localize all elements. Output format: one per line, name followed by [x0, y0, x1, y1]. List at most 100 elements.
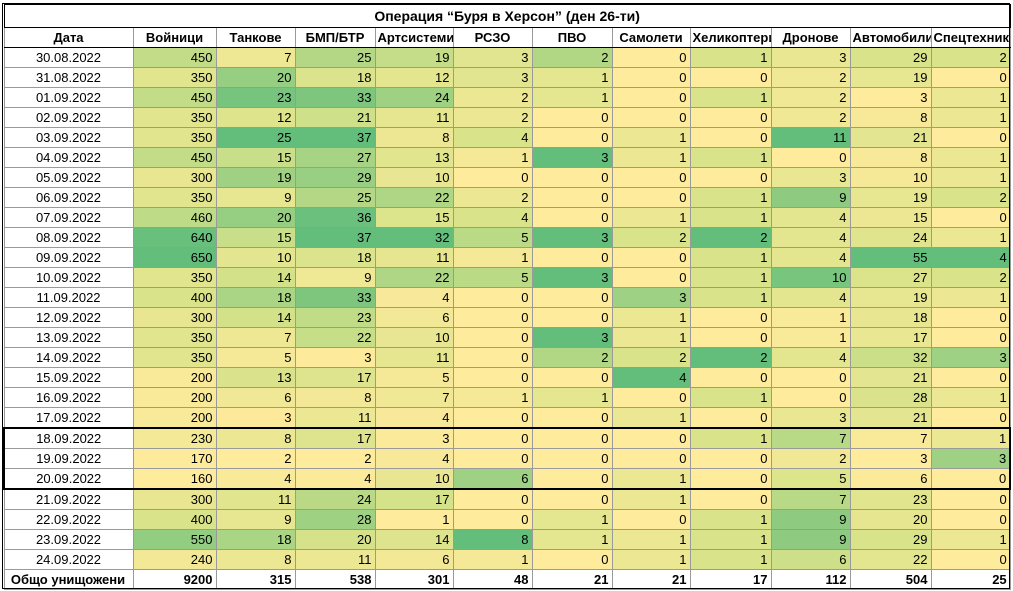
value-cell: 4: [770, 347, 851, 368]
header-row: Дата Войници Танкове БМП/БТР Артсистеми РСЗО П…: [3, 27, 1011, 48]
value-cell: 0: [531, 107, 613, 128]
total-cell: 112: [770, 569, 851, 590]
value-cell: 8: [215, 549, 296, 570]
value-cell: 25: [294, 187, 376, 208]
value-cell: 460: [132, 207, 217, 228]
value-cell: 0: [930, 207, 1011, 228]
value-cell: 6: [770, 549, 851, 570]
value-cell: 6: [215, 387, 296, 408]
value-cell: 2: [452, 187, 533, 208]
value-cell: 5: [452, 267, 533, 288]
value-cell: 350: [132, 327, 217, 348]
value-cell: 300: [132, 167, 217, 188]
value-cell: 0: [452, 509, 533, 530]
value-cell: 19: [215, 167, 296, 188]
date-cell: 20.09.2022: [3, 468, 134, 490]
value-cell: 7: [215, 47, 296, 68]
value-cell: 350: [132, 347, 217, 368]
value-cell: 0: [452, 307, 533, 328]
value-cell: 20: [215, 207, 296, 228]
value-cell: 9: [770, 509, 851, 530]
date-cell: 17.09.2022: [3, 407, 134, 429]
value-cell: 1: [689, 267, 772, 288]
value-cell: 7: [770, 427, 851, 449]
value-cell: 14: [215, 307, 296, 328]
value-cell: 400: [132, 509, 217, 530]
value-cell: 230: [132, 427, 217, 449]
value-cell: 0: [452, 407, 533, 429]
value-cell: 1: [611, 147, 691, 168]
table-row: 31.08.2022 350 20 18 12 3 1 0 0 2 19 0: [3, 67, 1011, 88]
table-row: 12.09.2022 300 14 23 6 0 0 1 0 1 18 0: [3, 307, 1011, 328]
value-cell: 1: [689, 147, 772, 168]
value-cell: 8: [294, 387, 376, 408]
value-cell: 37: [294, 227, 376, 248]
value-cell: 2: [770, 448, 851, 469]
total-cell: 301: [374, 569, 454, 590]
value-cell: 37: [294, 127, 376, 148]
value-cell: 1: [689, 509, 772, 530]
value-cell: 300: [132, 307, 217, 328]
value-cell: 11: [374, 107, 454, 128]
value-cell: 15: [849, 207, 932, 228]
value-cell: 29: [849, 529, 932, 550]
value-cell: 0: [531, 549, 613, 570]
value-cell: 5: [374, 367, 454, 388]
date-cell: 23.09.2022: [3, 529, 134, 550]
value-cell: 240: [132, 549, 217, 570]
value-cell: 0: [531, 468, 613, 490]
value-cell: 3: [849, 87, 932, 108]
value-cell: 7: [849, 427, 932, 449]
date-cell: 06.09.2022: [3, 187, 134, 208]
totals-label: Общо унищожени: [3, 569, 134, 590]
value-cell: 0: [531, 167, 613, 188]
value-cell: 8: [374, 127, 454, 148]
value-cell: 4: [770, 287, 851, 308]
value-cell: 2: [452, 87, 533, 108]
value-cell: 0: [531, 427, 613, 449]
value-cell: 5: [452, 227, 533, 248]
value-cell: 36: [294, 207, 376, 228]
value-cell: 14: [215, 267, 296, 288]
value-cell: 0: [689, 327, 772, 348]
value-cell: 10: [849, 167, 932, 188]
value-cell: 1: [374, 509, 454, 530]
value-cell: 0: [452, 347, 533, 368]
total-cell: 9200: [132, 569, 217, 590]
value-cell: 3: [531, 147, 613, 168]
value-cell: 0: [689, 468, 772, 490]
value-cell: 20: [294, 529, 376, 550]
value-cell: 18: [215, 529, 296, 550]
value-cell: 29: [294, 167, 376, 188]
value-cell: 1: [689, 187, 772, 208]
value-cell: 3: [770, 47, 851, 68]
table-row: 05.09.2022 300 19 29 10 0 0 0 0 3 10 1: [3, 167, 1011, 188]
value-cell: 0: [689, 127, 772, 148]
value-cell: 2: [611, 347, 691, 368]
column-header: Дронове: [770, 27, 851, 48]
value-cell: 9: [770, 187, 851, 208]
value-cell: 0: [930, 549, 1011, 570]
value-cell: 12: [215, 107, 296, 128]
value-cell: 0: [452, 167, 533, 188]
value-cell: 4: [930, 247, 1011, 268]
value-cell: 2: [770, 107, 851, 128]
table-row: 17.09.2022 200 3 11 4 0 0 1 0 3 21 0: [3, 407, 1011, 429]
value-cell: 17: [849, 327, 932, 348]
table-row: 10.09.2022 350 14 9 22 5 3 0 1 10 27 2: [3, 267, 1011, 288]
value-cell: 3: [374, 427, 454, 449]
value-cell: 2: [452, 107, 533, 128]
value-cell: 200: [132, 407, 217, 429]
value-cell: 550: [132, 529, 217, 550]
table-row: 16.09.2022 200 6 8 7 1 1 0 1 0 28 1: [3, 387, 1011, 408]
value-cell: 2: [930, 187, 1011, 208]
value-cell: 2: [930, 47, 1011, 68]
table-row: 13.09.2022 350 7 22 10 0 3 1 0 1 17 0: [3, 327, 1011, 348]
value-cell: 3: [930, 448, 1012, 469]
value-cell: 19: [849, 67, 932, 88]
value-cell: 18: [294, 67, 376, 88]
value-cell: 3: [849, 448, 932, 469]
date-cell: 01.09.2022: [3, 87, 134, 108]
value-cell: 4: [770, 227, 851, 248]
value-cell: 0: [770, 147, 851, 168]
